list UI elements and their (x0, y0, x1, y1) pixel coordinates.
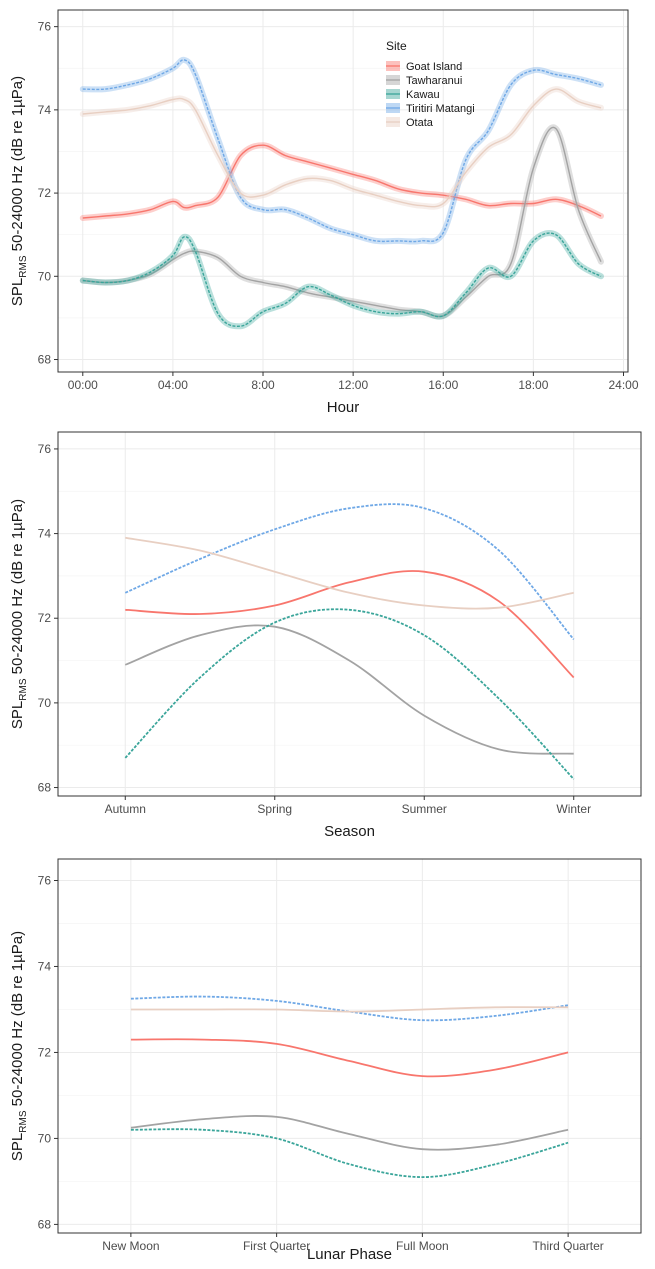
series-line (125, 609, 573, 779)
series-line (125, 504, 573, 639)
series-kawau (125, 609, 573, 779)
lunar-chart: 68 70 72 74 76 New Moon First Quarter Full Moon… (0, 845, 655, 1264)
grid-lines (58, 432, 641, 796)
series-line (83, 233, 601, 326)
x-axis-title: Hour (327, 399, 360, 416)
y-axis-title-subscript: RMS (18, 255, 29, 278)
x-tick-label: 18:00 (518, 378, 548, 392)
series-line (131, 1116, 568, 1150)
hourly-chart-panel: 68 70 72 74 76 00:00 04:00 8:00 12:00 16:00 18:00 2… (0, 0, 655, 420)
legend-label: Goat Island (406, 61, 462, 73)
x-tick-label: New Moon (102, 1239, 159, 1253)
x-tick-label: 24:00 (608, 378, 638, 392)
grid-lines (58, 10, 628, 372)
x-tick-label: 00:00 (68, 378, 98, 392)
y-axis-title-main: SPL (9, 701, 26, 729)
y-axis-title-main: SPL (9, 278, 26, 306)
plot-border (58, 859, 641, 1233)
x-tick-label: Winter (556, 802, 591, 816)
y-axis-title-main: SPL (9, 1133, 26, 1161)
y-axis-title-rest: 50-24000 Hz (dB re 1µPa) (9, 499, 26, 679)
series-kawau (131, 1129, 568, 1177)
series-kawau (83, 233, 601, 326)
x-axis-title: Season (324, 823, 375, 840)
y-tick-label: 74 (38, 103, 52, 117)
x-tick-label: 04:00 (158, 378, 188, 392)
y-tick-label: 70 (38, 696, 52, 710)
y-tick-label: 76 (38, 442, 52, 456)
x-tick-label: Autumn (105, 802, 146, 816)
y-axis-title: SPLRMS 50-24000 Hz (dB re 1µPa) (9, 931, 29, 1161)
series-tawharanui (131, 1116, 568, 1150)
y-tick-label: 70 (38, 1131, 52, 1145)
series-ribbon (83, 127, 601, 316)
x-tick-label: Third Quarter (532, 1239, 603, 1253)
series-ribbon (83, 233, 601, 326)
plot-border (58, 432, 641, 796)
series-tiritiri-matangi (125, 504, 573, 639)
y-axis-title-subscript: RMS (18, 1110, 29, 1133)
legend-label: Tawharanui (406, 75, 462, 87)
y-axis-title: SPLRMS 50-24000 Hz (dB re 1µPa) (9, 499, 29, 729)
legend-label: Tiritiri Matangi (406, 103, 475, 115)
series-tawharanui (125, 625, 573, 753)
y-tick-label: 68 (38, 353, 52, 367)
series-otata (83, 89, 601, 207)
legend: Site Goat Island Tawharanui Kawau Tiritiri M… (386, 39, 475, 129)
x-axis-title: Lunar Phase (307, 1246, 392, 1263)
x-tick-label: Full Moon (396, 1239, 449, 1253)
y-tick-label: 72 (38, 611, 52, 625)
series-line (131, 1039, 568, 1076)
lunar-chart-panel: 68 70 72 74 76 New Moon First Quarter Full Moon… (0, 845, 655, 1264)
y-tick-label: 76 (38, 873, 52, 887)
series-line (125, 625, 573, 753)
series-tiritiri-matangi (131, 997, 568, 1021)
y-tick-label: 68 (38, 781, 52, 795)
y-tick-label: 68 (38, 1217, 52, 1231)
y-axis-title-rest: 50-24000 Hz (dB re 1µPa) (9, 931, 26, 1111)
series-line (131, 997, 568, 1021)
legend-label: Otata (406, 117, 434, 129)
y-axis-title-subscript: RMS (18, 678, 29, 701)
series-ribbon (83, 89, 601, 207)
series-tawharanui (83, 127, 601, 316)
season-chart-panel: 68 70 72 74 76 Autumn Spring Summer Winter Season… (0, 420, 655, 845)
series-line (125, 538, 573, 609)
series-otata (125, 538, 573, 609)
x-tick-label: First Quarter (243, 1239, 310, 1253)
x-tick-label: 16:00 (428, 378, 458, 392)
x-tick-label: 12:00 (338, 378, 368, 392)
season-chart: 68 70 72 74 76 Autumn Spring Summer Winter Season… (0, 420, 655, 845)
hourly-chart: 68 70 72 74 76 00:00 04:00 8:00 12:00 16:00 18:00 2… (0, 0, 655, 420)
y-tick-label: 74 (38, 959, 52, 973)
y-tick-label: 74 (38, 527, 52, 541)
y-tick-label: 72 (38, 1045, 52, 1059)
legend-title: Site (386, 39, 407, 53)
x-tick-label: Spring (257, 802, 292, 816)
grid-lines (58, 859, 641, 1233)
legend-label: Kawau (406, 89, 440, 101)
y-axis-title: SPLRMS 50-24000 Hz (dB re 1µPa) (9, 76, 29, 306)
x-tick-label: Summer (402, 802, 447, 816)
x-tick-label: 8:00 (251, 378, 275, 392)
y-tick-label: 72 (38, 186, 52, 200)
y-tick-label: 76 (38, 20, 52, 34)
y-tick-label: 70 (38, 269, 52, 283)
series-line (131, 1129, 568, 1177)
y-axis-title-rest: 50-24000 Hz (dB re 1µPa) (9, 76, 26, 256)
series-goat-island (131, 1039, 568, 1076)
series-line (83, 89, 601, 207)
